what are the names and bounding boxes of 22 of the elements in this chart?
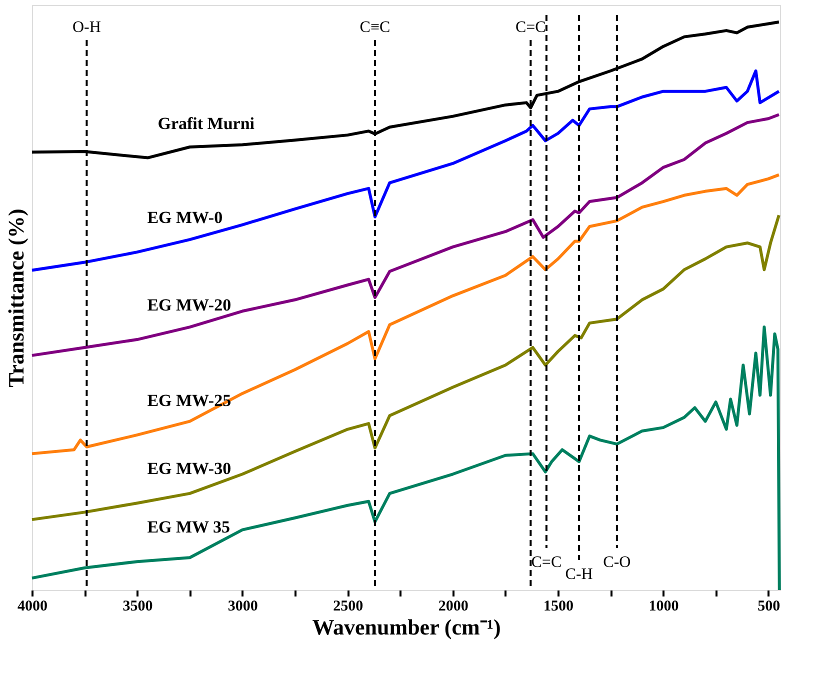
- series-label: Grafit Murni: [158, 114, 255, 133]
- x-axis-title: Wavenumber (cm⁻¹): [312, 614, 501, 640]
- series-label: EG MW 35: [147, 518, 230, 537]
- series-label: EG MW-0: [147, 208, 223, 228]
- ref-line-label: C=C: [515, 19, 546, 36]
- series-label: EG MW-20: [147, 296, 232, 315]
- y-axis-title: Transmittance (%): [4, 208, 28, 388]
- series-label: EG MW-30: [147, 459, 232, 478]
- x-tick-label: 3500: [122, 598, 153, 614]
- x-tick-label: 2000: [438, 598, 468, 614]
- x-tick-label: 4000: [18, 598, 48, 614]
- x-tick-label: 2500: [333, 598, 364, 614]
- ref-line-label: C-H: [565, 566, 594, 583]
- x-tick-label: 3000: [228, 598, 258, 614]
- ref-line-label: C≡C: [360, 19, 390, 36]
- ref-line-label: C=C: [531, 554, 562, 571]
- x-tick-label: 1500: [544, 598, 574, 614]
- ref-line-label: O-H: [72, 19, 102, 36]
- x-tick-label: 500: [758, 598, 780, 614]
- ref-line-label: C-O: [603, 554, 631, 571]
- series-label: EG MW-25: [147, 390, 232, 410]
- x-tick-label: 1000: [648, 598, 679, 614]
